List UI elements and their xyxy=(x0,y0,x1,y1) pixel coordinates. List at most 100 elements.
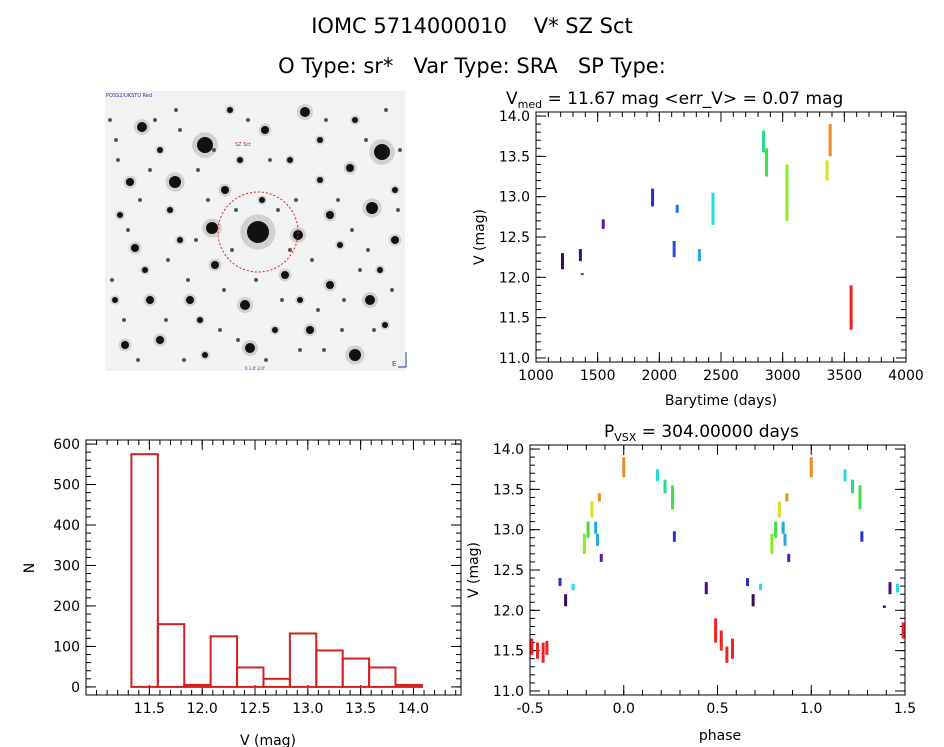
star xyxy=(337,242,343,248)
star xyxy=(247,221,269,243)
lightcurve-ytick-label: 11.5 xyxy=(499,311,530,327)
faint-star xyxy=(212,148,216,152)
phase-ytick-label: 11.0 xyxy=(493,684,524,700)
star xyxy=(245,343,255,353)
faint-star xyxy=(336,198,340,202)
phase-ytick-label: 13.0 xyxy=(493,523,524,539)
faint-star xyxy=(178,128,182,132)
histogram-bar xyxy=(209,635,239,688)
faint-star xyxy=(138,198,142,202)
star xyxy=(382,322,388,328)
faint-star xyxy=(268,158,272,162)
lightcurve-title: Vmed = 11.67 mag <err_V> = 0.07 mag xyxy=(506,89,843,111)
faint-star xyxy=(294,198,298,202)
image-label-target: SZ Sct xyxy=(235,142,251,148)
lightcurve-ytick-label: 12.5 xyxy=(499,230,530,246)
faint-star xyxy=(234,208,238,212)
star xyxy=(377,267,383,273)
faint-star xyxy=(372,328,376,332)
faint-star xyxy=(148,168,152,172)
faint-star xyxy=(340,328,344,332)
lightcurve-xtick-label: 4000 xyxy=(888,368,924,384)
star xyxy=(137,122,147,132)
star xyxy=(293,230,303,240)
faint-star xyxy=(194,238,198,242)
lightcurve-ytick-label: 13.0 xyxy=(499,190,530,206)
star xyxy=(240,300,250,310)
faint-star xyxy=(114,138,118,142)
star xyxy=(117,212,123,218)
histogram-bar xyxy=(183,683,212,688)
faint-star xyxy=(342,298,346,302)
histogram-xtick-label: 13.5 xyxy=(345,701,376,717)
lightcurve-xtick-label: 1500 xyxy=(580,368,616,384)
phase-ytick-label: 11.5 xyxy=(493,644,524,660)
star xyxy=(306,326,314,334)
star xyxy=(374,144,390,160)
star xyxy=(326,211,334,219)
star xyxy=(317,137,323,143)
phase-plot: PVSX = 304.00000 days phase V (mag) -0.5… xyxy=(466,422,916,744)
faint-star xyxy=(288,248,292,252)
lightcurve-ytick-label: 12.0 xyxy=(499,270,530,286)
star xyxy=(392,187,398,193)
histogram-bar xyxy=(262,677,291,688)
faint-star xyxy=(153,118,157,122)
phase-title: PVSX = 304.00000 days xyxy=(604,422,799,444)
star xyxy=(237,157,243,163)
faint-star xyxy=(280,298,284,302)
star xyxy=(227,107,233,113)
lightcurve-xtick-label: 2500 xyxy=(703,368,739,384)
star xyxy=(317,177,323,183)
phase-ylabel: V (mag) xyxy=(466,542,482,598)
histogram-bar xyxy=(130,453,159,688)
star xyxy=(156,336,164,344)
faint-star xyxy=(264,358,268,362)
faint-star xyxy=(316,308,320,312)
star xyxy=(126,178,134,186)
star xyxy=(287,157,293,163)
magnitude-histogram: V (mag) N 11.5 12.0 12.5 13.0 13.5 14.0 0 100 20… xyxy=(22,437,462,747)
star xyxy=(352,117,358,123)
faint-star xyxy=(324,118,328,122)
star xyxy=(346,164,354,172)
histogram-bar xyxy=(288,632,318,688)
histogram-bar xyxy=(341,657,371,688)
faint-star xyxy=(174,108,178,112)
faint-star xyxy=(384,108,388,112)
compass-east-label: E xyxy=(392,360,396,368)
histogram-ylabel: N xyxy=(22,563,38,573)
faint-star xyxy=(136,358,140,362)
phase-ytick-label: 12.5 xyxy=(493,563,524,579)
star xyxy=(366,202,378,214)
faint-star xyxy=(358,268,362,272)
star-cluster xyxy=(108,104,402,365)
phase-xtick-label: 0.0 xyxy=(613,701,635,717)
star xyxy=(221,186,229,194)
faint-star xyxy=(366,248,370,252)
star xyxy=(300,107,310,117)
histogram-ytick-label: 600 xyxy=(53,437,80,453)
faint-star xyxy=(196,168,200,172)
lightcurve-ytick-label: 14.0 xyxy=(499,109,530,125)
histogram-xtick-label: 13.0 xyxy=(292,701,323,717)
figure-title: IOMC 5714000010 V* SZ Sct xyxy=(311,14,633,38)
faint-star xyxy=(108,118,112,122)
image-label-scale: 0 1.0' 2.0' xyxy=(245,366,265,371)
phase-xtick-label: 0.5 xyxy=(706,701,728,717)
histogram-ytick-label: 500 xyxy=(53,478,80,494)
star xyxy=(112,297,118,303)
faint-star xyxy=(122,318,126,322)
faint-star xyxy=(390,288,394,292)
star xyxy=(167,207,173,213)
histogram-xtick-label: 14.0 xyxy=(398,701,429,717)
star-field-image: POSS2/UKSTU Red SZ Sct 0 1.0' 2.0' E xyxy=(105,91,407,371)
histogram-frame xyxy=(85,439,462,696)
star xyxy=(121,341,129,349)
histogram-xtick-label: 11.5 xyxy=(134,701,165,717)
histogram-ytick-label: 400 xyxy=(53,518,80,534)
faint-star xyxy=(350,228,354,232)
lightcurve-ytick-label: 13.5 xyxy=(499,149,530,165)
faint-star xyxy=(126,228,130,232)
phase-xtick-label: -0.5 xyxy=(516,701,543,717)
